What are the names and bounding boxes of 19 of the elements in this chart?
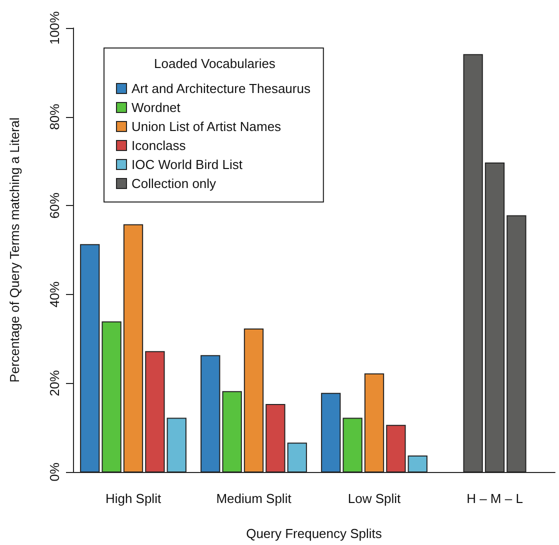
legend-label: Collection only — [132, 176, 217, 191]
y-axis-title: Percentage of Query Terms matching a Literal — [7, 117, 22, 382]
y-tick-label: 20% — [47, 370, 62, 396]
x-tick-label: H – M – L — [466, 491, 523, 506]
legend-label: IOC World Bird List — [132, 157, 243, 172]
y-tick-label: 0% — [47, 462, 62, 482]
y-tick-label: 40% — [47, 280, 62, 308]
legend-label: Iconclass — [132, 138, 186, 153]
legend-label: Union List of Artist Names — [132, 119, 282, 134]
x-tick-label: Low Split — [348, 491, 402, 506]
x-axis-title: Query Frequency Splits — [246, 526, 382, 541]
y-tick-label: 100% — [47, 10, 62, 45]
x-tick-label: High Split — [105, 491, 162, 506]
legend-label: Art and Architecture Thesaurus — [132, 81, 311, 96]
legend-title: Loaded Vocabularies — [154, 56, 276, 71]
y-tick-label: 60% — [47, 192, 62, 219]
legend-label: Wordnet — [132, 100, 181, 115]
x-tick-label: Medium Split — [216, 491, 292, 506]
y-tick-label: 80% — [47, 103, 62, 130]
